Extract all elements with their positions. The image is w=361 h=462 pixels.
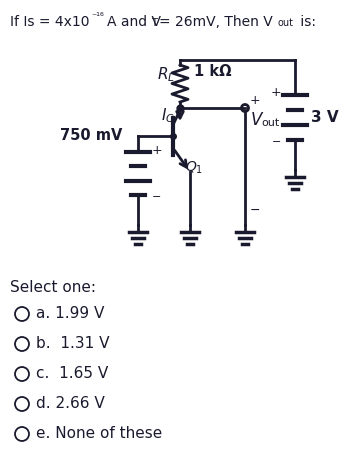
- Text: e. None of these: e. None of these: [36, 426, 162, 441]
- Text: is:: is:: [296, 15, 316, 29]
- Text: Select one:: Select one:: [10, 280, 96, 295]
- Text: c.  1.65 V: c. 1.65 V: [36, 366, 108, 381]
- Text: ⁻¹⁶: ⁻¹⁶: [91, 12, 104, 22]
- Text: −: −: [152, 192, 161, 202]
- Text: If Is = 4x10: If Is = 4x10: [10, 15, 90, 29]
- Text: out: out: [278, 18, 294, 28]
- Text: $\mathit{R_L}$: $\mathit{R_L}$: [157, 66, 175, 85]
- Text: d. 2.66 V: d. 2.66 V: [36, 396, 105, 411]
- Text: $\mathit{Q_1}$: $\mathit{Q_1}$: [185, 160, 203, 176]
- Text: 750 mV: 750 mV: [60, 128, 122, 144]
- Text: T: T: [151, 18, 157, 28]
- Text: 1 kΩ: 1 kΩ: [194, 65, 231, 79]
- Text: $\mathit{V}$: $\mathit{V}$: [250, 111, 264, 129]
- Text: out: out: [261, 118, 279, 128]
- Text: b.  1.31 V: b. 1.31 V: [36, 336, 109, 351]
- Text: −: −: [250, 203, 261, 217]
- Text: A and V: A and V: [107, 15, 161, 29]
- Text: 3 V: 3 V: [311, 109, 339, 124]
- Text: a. 1.99 V: a. 1.99 V: [36, 306, 104, 321]
- Text: +: +: [270, 86, 281, 99]
- Text: −: −: [271, 137, 281, 147]
- Text: +: +: [250, 93, 261, 107]
- Text: +: +: [152, 144, 162, 157]
- Text: $\mathit{I_C}$: $\mathit{I_C}$: [161, 107, 175, 125]
- Text: = 26mV, Then V: = 26mV, Then V: [159, 15, 273, 29]
